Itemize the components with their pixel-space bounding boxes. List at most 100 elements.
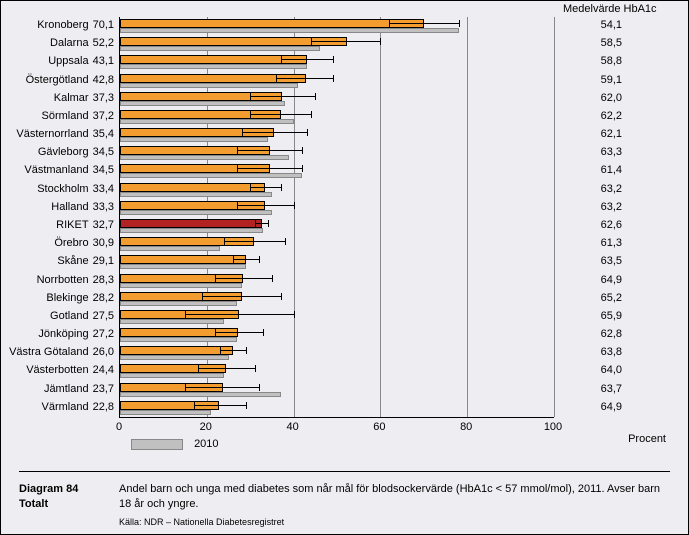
chart-row: Örebro30,961,3 (120, 235, 554, 253)
bar-2010 (120, 64, 307, 69)
row-label: Sörmland37,2 (4, 110, 114, 122)
header-right-label: Medelvärde HbA1c (563, 3, 657, 15)
x-tick-label: 40 (278, 421, 308, 433)
row-name: Västerbotten (26, 364, 88, 376)
row-mean-value: 61,4 (562, 164, 622, 176)
ci-cap (259, 384, 260, 391)
bar-2010 (120, 319, 224, 324)
caption-diagram-number: Diagram 84 (19, 482, 119, 497)
bar-2010 (120, 155, 289, 160)
ci-cap (302, 147, 303, 154)
legend-swatch-2010 (131, 439, 183, 450)
row-mean-value: 65,2 (562, 292, 622, 304)
ci-cap (311, 38, 312, 45)
bar-2011 (120, 183, 265, 192)
ci-cap (215, 275, 216, 282)
row-value: 37,3 (93, 92, 114, 104)
caption-right: Andel barn och unga med diabetes som når… (119, 482, 670, 528)
row-label: Gotland27,5 (4, 310, 114, 322)
legend-label-2010: 2010 (194, 438, 218, 450)
ci-line (198, 368, 254, 369)
chart-row: Norrbotten28,364,9 (120, 272, 554, 290)
ci-cap (294, 311, 295, 318)
chart-row: Dalarna52,258,5 (120, 35, 554, 53)
row-name: Sörmland (42, 110, 89, 122)
ci-cap (333, 56, 334, 63)
bar-2010 (120, 246, 220, 251)
row-name: Västra Götaland (9, 346, 89, 358)
ci-line (237, 168, 302, 169)
row-value: 35,4 (93, 128, 114, 140)
row-mean-value: 54,1 (562, 19, 622, 31)
row-name: Kronoberg (37, 19, 88, 31)
row-value: 23,7 (93, 383, 114, 395)
row-mean-value: 64,0 (562, 364, 622, 376)
ci-line (237, 150, 302, 151)
chart-row: Jämtland23,763,7 (120, 381, 554, 399)
ci-cap (237, 165, 238, 172)
bar-2010 (120, 46, 320, 51)
ci-line (185, 314, 294, 315)
ci-cap (198, 365, 199, 372)
row-name: Örebro (54, 237, 88, 249)
chart-frame: Medelvärde HbA1c Kronoberg 70,1 54,1 Dalarn… (0, 0, 689, 535)
row-value: 28,2 (93, 292, 114, 304)
chart-row: Gävleborg34,563,3 (120, 144, 554, 162)
row-value: 52,2 (93, 37, 114, 49)
chart-row: Västmanland34,561,4 (120, 162, 554, 180)
chart-row: Östergötland42,859,1 (120, 72, 554, 90)
ci-cap (185, 311, 186, 318)
row-mean-value: 63,2 (562, 201, 622, 213)
bar-2010 (120, 210, 272, 215)
row-name: Värmland (42, 401, 89, 413)
row-mean-value: 62,1 (562, 128, 622, 140)
row-name: Stockholm (37, 183, 88, 195)
row-name: RIKET (56, 219, 88, 231)
caption-source: Källa: NDR – Nationella Diabetesregistre… (119, 516, 670, 528)
ci-line (250, 114, 311, 115)
row-mean-value: 59,1 (562, 74, 622, 86)
row-value: 42,8 (93, 74, 114, 86)
row-label: Östergötland42,8 (4, 74, 114, 86)
row-mean-value: 58,8 (562, 55, 622, 67)
chart-row: Västernorrland35,462,1 (120, 126, 554, 144)
row-label: Stockholm33,4 (4, 183, 114, 195)
x-tick-label: 0 (104, 421, 134, 433)
bar-2010 (120, 28, 459, 33)
bar-2011 (120, 255, 246, 264)
bar-2010 (120, 173, 302, 178)
row-label: Västmanland34,5 (4, 164, 114, 176)
row-value: 28,3 (93, 274, 114, 286)
row-label: Jämtland 23,7 (4, 383, 114, 395)
row-label: Kronoberg 70,1 (4, 19, 114, 31)
row-name: Blekinge (46, 292, 88, 304)
ci-cap (311, 111, 312, 118)
row-name: Jönköping (38, 328, 88, 340)
row-value: 33,3 (93, 201, 114, 213)
x-axis-title: Procent (628, 433, 666, 445)
ci-cap (294, 202, 295, 209)
ci-line (202, 296, 280, 297)
ci-line (276, 78, 332, 79)
row-name: Västmanland (24, 164, 88, 176)
ci-cap (281, 293, 282, 300)
row-value: 27,2 (93, 328, 114, 340)
row-label: Halland33,3 (4, 201, 114, 213)
row-name: Norrbotten (37, 274, 89, 286)
ci-cap (281, 56, 282, 63)
row-value: 70,1 (93, 19, 114, 31)
row-label: RIKET32,7 (4, 219, 114, 231)
legend: 2010 (131, 438, 219, 450)
row-name: Västernorrland (16, 128, 88, 140)
bar-2010 (120, 83, 298, 88)
row-mean-value: 63,7 (562, 383, 622, 395)
caption-left: Diagram 84 Totalt (19, 482, 119, 528)
row-label: Jönköping 27,2 (4, 328, 114, 340)
row-label: Skåne29,1 (4, 255, 114, 267)
ci-cap (259, 256, 260, 263)
ci-line (389, 23, 458, 24)
row-name: Skåne (57, 255, 88, 267)
row-name: Jämtland (44, 383, 89, 395)
bar-2010 (120, 264, 246, 269)
chart-row: Stockholm33,463,2 (120, 181, 554, 199)
